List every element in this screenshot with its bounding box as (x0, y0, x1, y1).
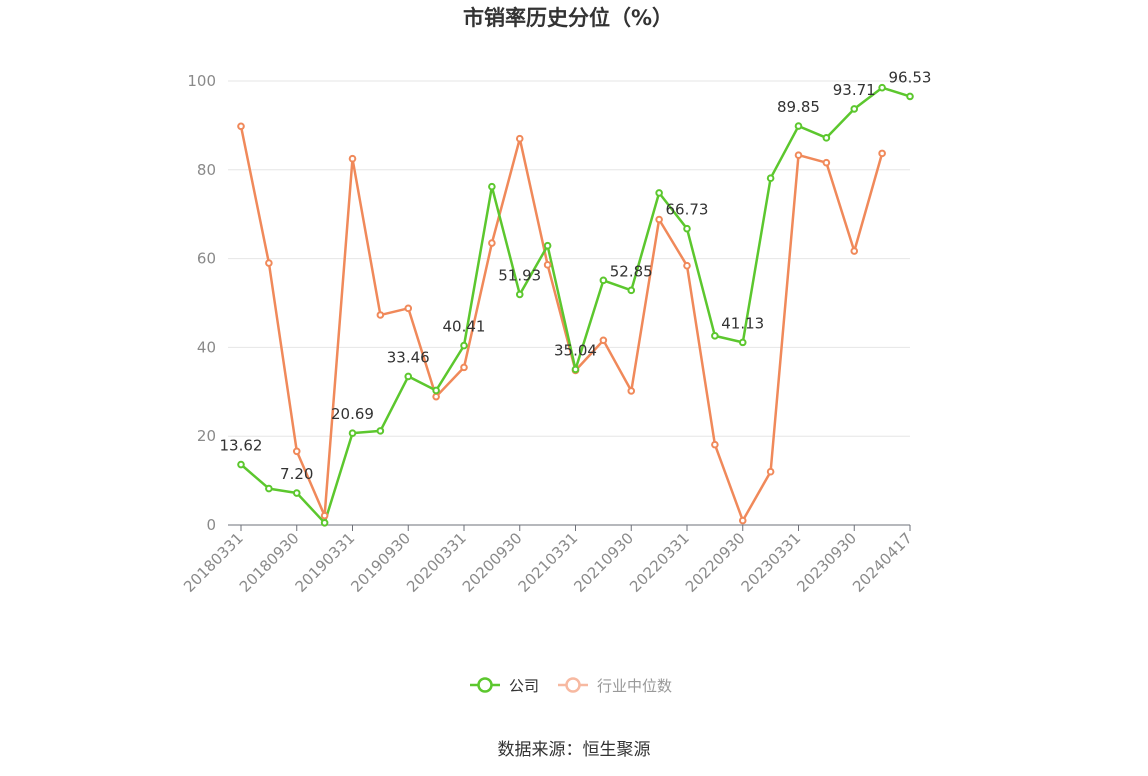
data-point-company (460, 341, 468, 350)
data-point-company (571, 365, 580, 374)
y-tick-label: 80 (197, 161, 216, 179)
legend-label: 公司 (509, 677, 539, 695)
data-point-company (794, 122, 803, 130)
data-point-industry (543, 261, 552, 269)
legend: 公司 行业中位数 (470, 677, 672, 695)
legend-label: 行业中位数 (597, 677, 672, 695)
data-point-company (599, 276, 608, 285)
series-line-industry (239, 126, 884, 522)
x-tick-label: 20180930 (236, 529, 303, 596)
data-label: 51.93 (498, 266, 541, 284)
data-point-industry (878, 149, 886, 158)
data-label: 33.46 (387, 348, 430, 366)
data-point-industry (738, 516, 747, 525)
data-point-company (488, 182, 496, 191)
grid-lines (228, 80, 910, 437)
data-point-industry (711, 440, 719, 449)
data-label: 41.13 (721, 314, 764, 332)
data-point-industry (265, 259, 273, 267)
data-labels: 13.62 7.20 20.69 33.46 40.41 51.93 35.04 52.85 6… (220, 68, 932, 483)
data-point-industry (432, 392, 440, 401)
y-tick-label: 60 (197, 250, 216, 268)
data-point-company (850, 105, 859, 113)
chart-title: 市销率历史分位（%） (463, 6, 673, 30)
data-point-industry (850, 247, 859, 255)
x-axis: 2018033120180930201903312019093020200331… (180, 524, 916, 596)
data-point-company (766, 174, 775, 183)
y-tick-label: 100 (187, 72, 216, 90)
y-tick-label: 20 (197, 427, 216, 445)
data-point-industry (404, 304, 413, 313)
y-tick-label: 0 (206, 516, 216, 534)
data-label: 35.04 (554, 341, 597, 359)
data-point-company (683, 224, 691, 233)
x-tick-label: 20210331 (515, 529, 582, 596)
data-point-company (906, 92, 914, 101)
x-tick-label: 20200930 (459, 529, 526, 596)
data-point-industry (292, 447, 301, 456)
data-point-industry (460, 363, 468, 372)
data-point-industry (348, 154, 357, 163)
data-point-company (627, 286, 636, 295)
data-point-company (348, 429, 357, 437)
y-tick-label: 40 (197, 338, 216, 356)
x-tick-label: 20240417 (849, 529, 916, 596)
x-tick-label: 20200331 (403, 529, 470, 596)
series-points (237, 83, 914, 527)
y-axis: 0 20 40 60 80 100 (187, 72, 216, 534)
data-label: 66.73 (666, 201, 709, 219)
data-label: 93.71 (833, 81, 876, 99)
data-point-industry (320, 511, 329, 520)
data-point-company (237, 460, 245, 469)
data-point-company (543, 241, 552, 250)
legend-marker-icon (565, 677, 581, 693)
legend-item[interactable]: 行业中位数 (558, 677, 672, 695)
data-point-company (822, 134, 831, 142)
data-label: 40.41 (443, 318, 486, 336)
data-label: 13.62 (220, 437, 263, 455)
data-point-industry (627, 387, 636, 395)
x-tick-label: 20230930 (793, 529, 860, 596)
data-point-company (711, 332, 719, 340)
x-tick-label: 20210930 (570, 529, 637, 596)
x-tick-label: 20190930 (347, 529, 414, 596)
data-point-industry (655, 215, 663, 224)
data-point-company (878, 83, 886, 92)
data-point-industry (766, 467, 775, 476)
x-tick-label: 20220331 (626, 529, 693, 596)
x-tick-label: 20230331 (738, 529, 805, 596)
data-point-company (265, 484, 273, 493)
data-point-industry (488, 239, 496, 247)
legend-marker-icon (477, 677, 493, 693)
data-point-industry (822, 158, 831, 167)
legend-item[interactable]: 公司 (470, 677, 539, 695)
data-point-company (515, 290, 524, 299)
series-lines (239, 86, 911, 525)
data-point-company (320, 518, 329, 527)
data-point-company (738, 338, 747, 347)
x-tick-label: 20220930 (682, 529, 749, 596)
data-point-company (655, 189, 663, 197)
data-label: 52.85 (610, 262, 653, 280)
data-point-industry (794, 151, 803, 159)
x-tick-label: 20190331 (292, 529, 359, 596)
data-label: 7.20 (280, 465, 313, 483)
data-label: 96.53 (889, 68, 932, 86)
data-point-industry (376, 311, 385, 319)
x-tick-label: 20180331 (180, 529, 247, 596)
data-point-industry (599, 336, 608, 345)
data-point-company (432, 386, 440, 395)
data-point-company (404, 372, 413, 381)
data-point-company (376, 427, 385, 435)
data-point-industry (683, 261, 691, 270)
data-label: 20.69 (331, 405, 374, 423)
source-note: 数据来源：恒生聚源 (498, 740, 651, 760)
data-point-industry (237, 122, 245, 131)
data-point-company (292, 489, 301, 497)
data-label: 89.85 (777, 98, 820, 116)
data-point-industry (515, 134, 524, 143)
